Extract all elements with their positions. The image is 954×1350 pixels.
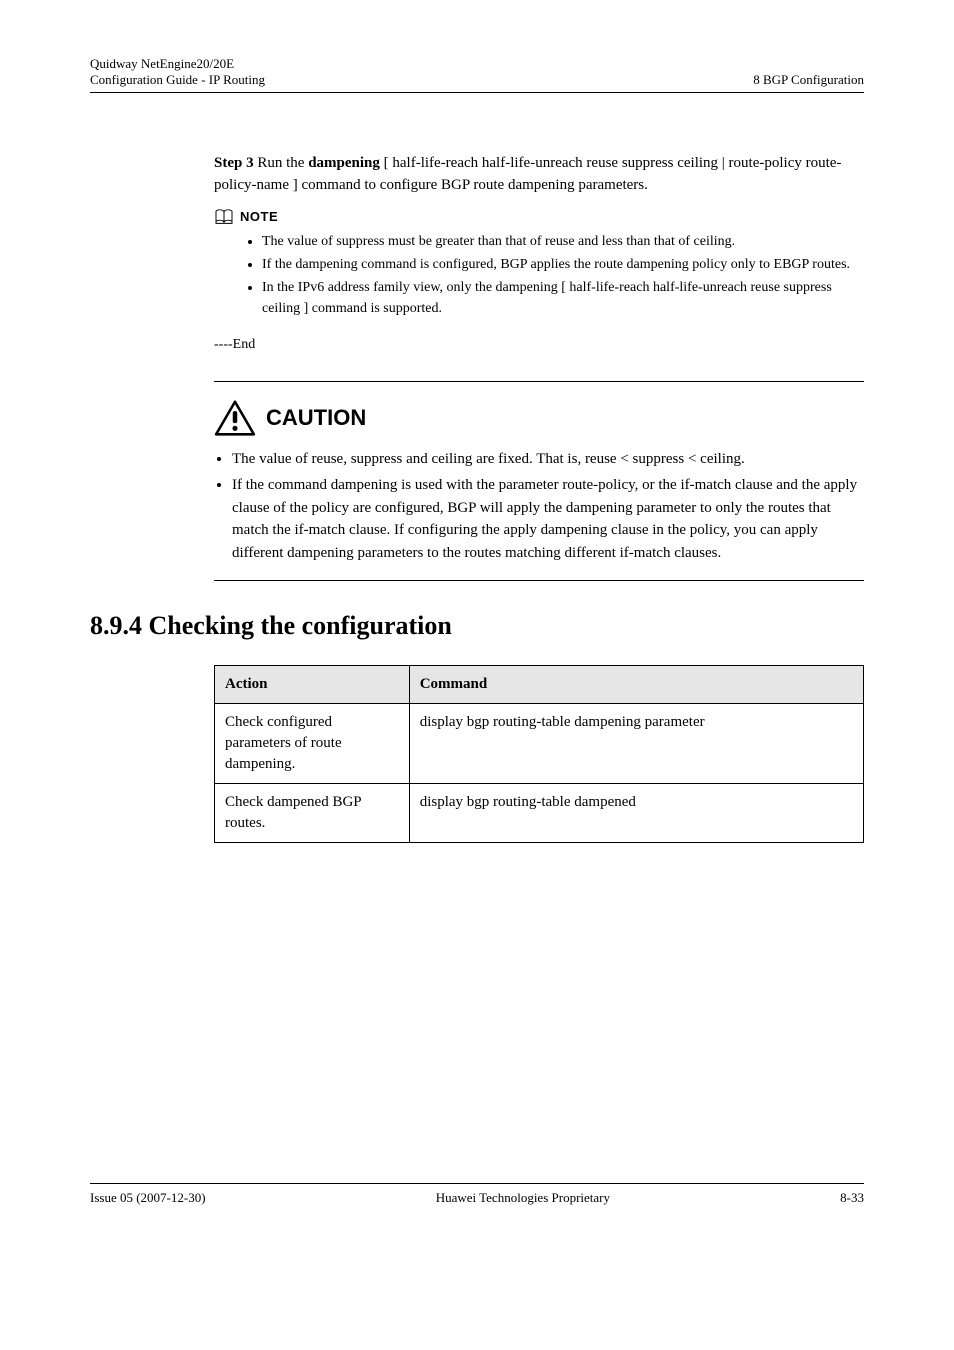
- table-row: Check configured parameters of route dam…: [215, 704, 864, 784]
- book-icon: [214, 209, 234, 225]
- footer-left: Issue 05 (2007-12-30): [90, 1190, 206, 1206]
- table-header-row: Action Command: [215, 666, 864, 704]
- caution-item: The value of reuse, suppress and ceiling…: [232, 448, 864, 471]
- end-marker: ----End: [214, 337, 864, 353]
- page-header: Quidway NetEngine20/20E Configuration Gu…: [90, 56, 864, 88]
- section-number: 8.9.4: [90, 611, 142, 640]
- step3-cmd: dampening: [308, 155, 380, 171]
- page-footer: Issue 05 (2007-12-30) Huawei Technologie…: [90, 1190, 864, 1206]
- col-command: Command: [409, 666, 863, 704]
- note-item: In the IPv6 address family view, only th…: [262, 277, 864, 319]
- header-left: Quidway NetEngine20/20E Configuration Gu…: [90, 56, 265, 88]
- caution-top-rule: [214, 381, 864, 382]
- step3-run-text: Run the: [254, 155, 309, 171]
- cell-command: display bgp routing-table dampening para…: [409, 704, 863, 784]
- caution-block: CAUTION The value of reuse, suppress and…: [214, 381, 864, 582]
- header-right: 8 BGP Configuration: [753, 72, 864, 88]
- header-left-line1: Quidway NetEngine20/20E: [90, 56, 265, 72]
- header-rule: [90, 92, 864, 93]
- caution-list: The value of reuse, suppress and ceiling…: [232, 448, 864, 565]
- caution-header: CAUTION: [214, 400, 864, 436]
- step3-paragraph: Step 3 Run the dampening [ half-life-rea…: [214, 153, 864, 197]
- caution-bottom-rule: [214, 580, 864, 581]
- note-list: The value of suppress must be greater th…: [262, 231, 864, 319]
- caution-item: If the command dampening is used with th…: [232, 474, 864, 564]
- note-label: NOTE: [240, 209, 278, 224]
- footer-rule: [90, 1183, 864, 1184]
- note-item: If the dampening command is configured, …: [262, 254, 864, 275]
- note-item: The value of suppress must be greater th…: [262, 231, 864, 252]
- cell-command: display bgp routing-table dampened: [409, 784, 863, 843]
- page: Quidway NetEngine20/20E Configuration Gu…: [0, 0, 954, 1246]
- header-left-line2: Configuration Guide - IP Routing: [90, 72, 265, 88]
- table-row: Check dampened BGP routes. display bgp r…: [215, 784, 864, 843]
- section-title: Checking the configuration: [149, 611, 452, 640]
- caution-icon: [214, 400, 256, 436]
- col-action: Action: [215, 666, 410, 704]
- section-heading: 8.9.4 Checking the configuration: [90, 611, 864, 641]
- footer-right: 8-33: [840, 1190, 864, 1206]
- step3-label: Step 3: [214, 155, 254, 171]
- note-block: NOTE The value of suppress must be great…: [214, 209, 864, 319]
- step3: Step 3 Run the dampening [ half-life-rea…: [214, 153, 864, 353]
- cell-action: Check dampened BGP routes.: [215, 784, 410, 843]
- cell-action: Check configured parameters of route dam…: [215, 704, 410, 784]
- config-table: Action Command Check configured paramete…: [214, 665, 864, 843]
- note-header: NOTE: [214, 209, 864, 225]
- body-column: Step 3 Run the dampening [ half-life-rea…: [214, 153, 864, 581]
- caution-label: CAUTION: [266, 405, 366, 431]
- table-wrap: Action Command Check configured paramete…: [214, 665, 864, 843]
- footer-center: Huawei Technologies Proprietary: [436, 1190, 610, 1206]
